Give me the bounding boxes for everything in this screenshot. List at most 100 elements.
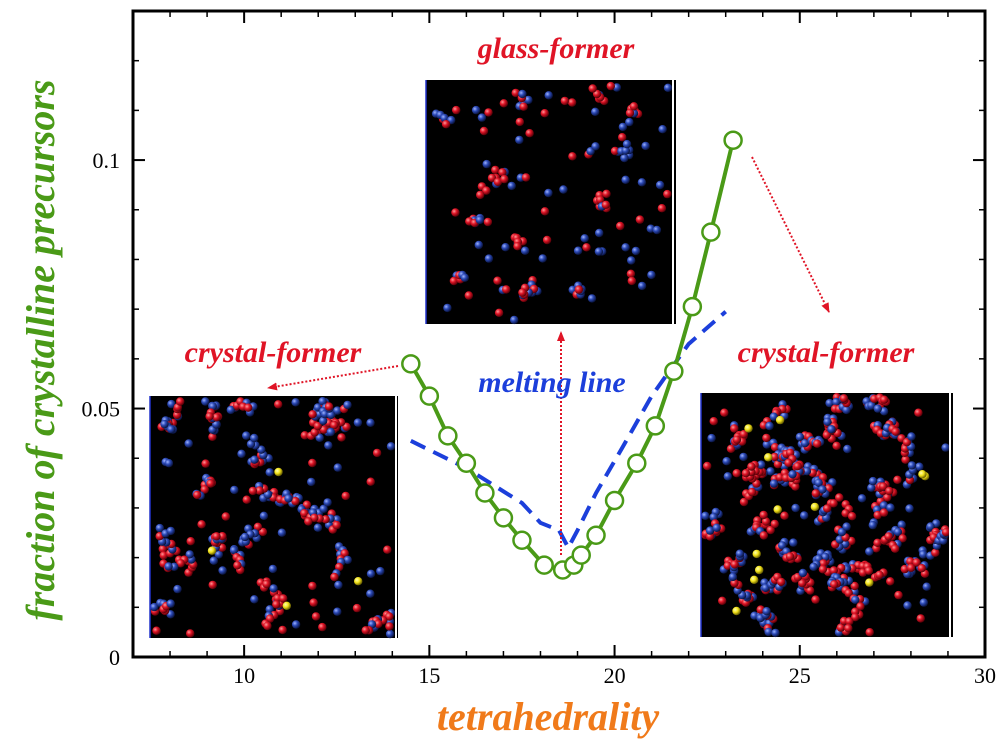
particle bbox=[366, 477, 375, 486]
particle bbox=[205, 412, 214, 421]
particle bbox=[907, 461, 917, 470]
particle bbox=[712, 523, 721, 532]
particle bbox=[919, 598, 928, 607]
particle bbox=[574, 285, 584, 294]
particle bbox=[484, 254, 494, 263]
particle bbox=[591, 107, 600, 117]
particle bbox=[588, 84, 597, 93]
particle bbox=[761, 517, 771, 526]
particle bbox=[829, 566, 838, 575]
particle bbox=[811, 489, 820, 498]
particle bbox=[886, 577, 895, 586]
particle bbox=[482, 159, 491, 169]
particle bbox=[311, 612, 321, 621]
particle bbox=[242, 495, 251, 504]
axis-ticks: 10 15 20 25 30 0 0.05 0.1 bbox=[82, 11, 996, 688]
particle bbox=[186, 629, 195, 638]
particle bbox=[789, 538, 798, 547]
particle bbox=[540, 207, 550, 216]
particle bbox=[800, 511, 809, 520]
particle bbox=[309, 598, 318, 607]
particle bbox=[893, 527, 903, 537]
x-tick-label: 25 bbox=[789, 663, 811, 688]
particle bbox=[212, 532, 221, 541]
particle bbox=[274, 400, 283, 409]
particle bbox=[842, 522, 851, 531]
particle bbox=[907, 432, 916, 441]
particle bbox=[250, 455, 259, 464]
particle bbox=[167, 425, 176, 434]
particle bbox=[722, 457, 731, 466]
particle bbox=[627, 276, 636, 286]
particle bbox=[621, 243, 630, 252]
particle bbox=[500, 174, 509, 184]
particle bbox=[728, 572, 738, 582]
particle bbox=[240, 532, 250, 542]
particle bbox=[762, 607, 771, 616]
glass-former-label: glass-former bbox=[477, 32, 635, 65]
particle bbox=[518, 89, 527, 99]
particle bbox=[658, 125, 667, 134]
particle bbox=[544, 188, 553, 198]
particle bbox=[755, 565, 764, 575]
particle bbox=[635, 215, 645, 224]
particle bbox=[886, 503, 895, 512]
particle bbox=[207, 546, 217, 555]
particle bbox=[513, 242, 522, 251]
particle bbox=[176, 397, 185, 406]
particle bbox=[759, 510, 768, 520]
particle bbox=[173, 584, 182, 594]
particle bbox=[663, 189, 672, 199]
particle bbox=[791, 503, 800, 513]
particle bbox=[361, 626, 370, 635]
crystal-former-right-label: crystal-former bbox=[738, 336, 915, 369]
particle bbox=[732, 469, 741, 478]
particle bbox=[627, 256, 636, 265]
particle bbox=[641, 141, 650, 151]
particle bbox=[167, 399, 176, 409]
particle bbox=[308, 581, 317, 591]
particle bbox=[773, 505, 782, 514]
data-point bbox=[534, 555, 554, 575]
arrow-to-right-snapshot bbox=[751, 156, 830, 313]
particle bbox=[573, 246, 583, 255]
curves bbox=[401, 130, 743, 580]
particle bbox=[152, 626, 161, 635]
particle bbox=[898, 534, 907, 543]
particle bbox=[441, 120, 451, 129]
data-point bbox=[401, 354, 421, 374]
particle bbox=[770, 519, 779, 529]
particle bbox=[324, 402, 334, 411]
particle bbox=[291, 398, 300, 407]
particle bbox=[800, 439, 810, 448]
particle bbox=[893, 475, 902, 484]
particle bbox=[865, 578, 874, 587]
particle bbox=[452, 105, 461, 115]
particle bbox=[200, 485, 209, 494]
particle bbox=[616, 221, 625, 231]
particle bbox=[330, 572, 339, 582]
particle bbox=[902, 438, 912, 447]
particle bbox=[214, 550, 223, 559]
particle bbox=[873, 538, 882, 547]
particle bbox=[827, 425, 836, 434]
particle bbox=[652, 225, 662, 235]
particle bbox=[906, 557, 915, 566]
particle bbox=[185, 550, 194, 559]
particle bbox=[319, 425, 329, 434]
particle bbox=[385, 622, 394, 631]
particle bbox=[778, 541, 787, 550]
particle bbox=[813, 439, 822, 448]
snapshot-insets bbox=[149, 80, 953, 639]
particle bbox=[540, 109, 549, 118]
particle bbox=[795, 432, 805, 442]
particle bbox=[618, 133, 627, 142]
particle bbox=[830, 580, 839, 589]
particle bbox=[313, 523, 323, 532]
particle bbox=[739, 430, 748, 439]
particle bbox=[221, 512, 230, 521]
particle bbox=[164, 459, 174, 468]
y-tick-label: 0 bbox=[109, 645, 120, 670]
particle bbox=[498, 168, 507, 177]
particle bbox=[166, 526, 175, 536]
